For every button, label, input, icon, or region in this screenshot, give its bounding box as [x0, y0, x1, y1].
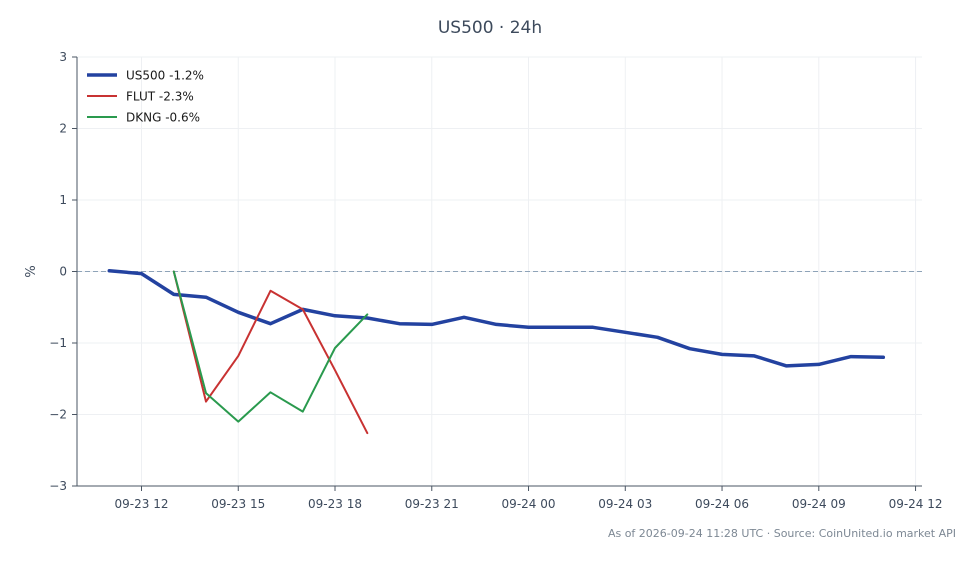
legend: US500 -1.2% FLUT -2.3% DKNG -0.6%: [87, 69, 204, 125]
x-tick-label: 09-23 21: [405, 497, 459, 511]
chart-title: US500 · 24h: [437, 18, 543, 38]
legend-label-0: US500 -1.2%: [126, 69, 204, 83]
x-tick-label: 09-24 06: [695, 497, 749, 511]
series-line-0: [107, 269, 886, 368]
footer-note: As of 2026-09-24 11:28 UTC · Source: Coi…: [607, 527, 956, 540]
y-tick-label: 2: [59, 122, 67, 136]
x-tick-label: 09-23 15: [211, 497, 265, 511]
y-axis-label: %: [24, 265, 39, 277]
y-tick-label: −3: [49, 479, 67, 493]
y-tick-label: 0: [59, 265, 67, 279]
y-tick-label: 1: [59, 193, 67, 207]
x-tick-label: 09-23 18: [308, 497, 362, 511]
x-tick-label: 09-24 09: [792, 497, 846, 511]
axes: −3 −2 −1 0 1 2 3 09-23 12 09-23 15 09-23 18 09-23 …: [24, 50, 943, 511]
x-tick-label: 09-23 12: [115, 497, 169, 511]
y-tick-label: 3: [59, 50, 67, 64]
y-tick-label: −1: [49, 336, 67, 350]
y-tick-label: −2: [49, 408, 67, 422]
x-tick-label: 09-24 03: [598, 497, 652, 511]
series-lines: [107, 269, 886, 435]
series-line-2: [172, 270, 369, 423]
legend-label-1: FLUT -2.3%: [126, 90, 194, 104]
grid-lines: [77, 56, 922, 487]
series-line-1: [172, 270, 369, 435]
x-tick-label: 09-24 12: [889, 497, 943, 511]
x-tick-label: 09-24 00: [502, 497, 556, 511]
legend-label-2: DKNG -0.6%: [126, 111, 200, 125]
